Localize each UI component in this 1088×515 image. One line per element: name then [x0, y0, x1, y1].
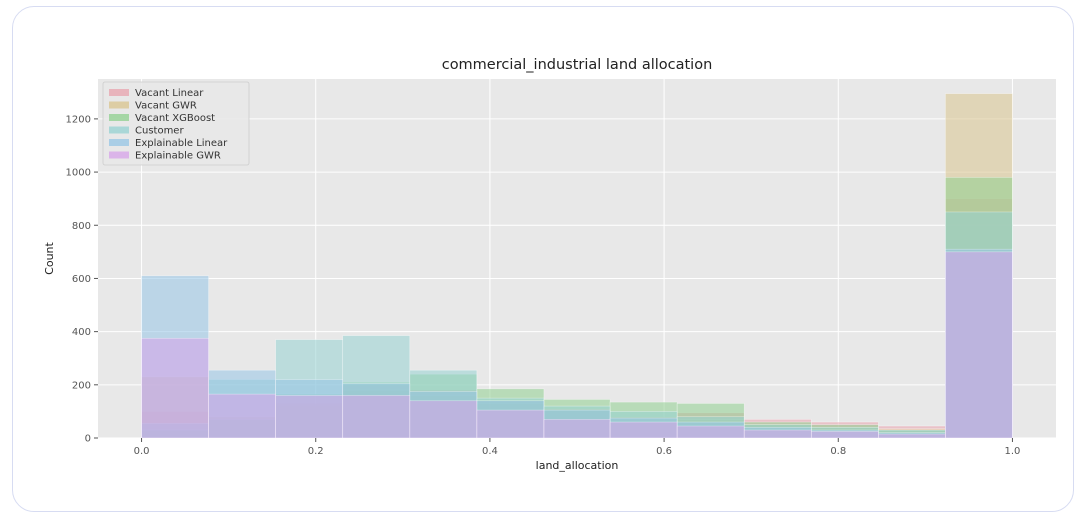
legend-label-explainable-gwr: Explainable GWR: [135, 151, 221, 162]
bar-explainable-gwr: [609, 421, 678, 439]
bar-explainable-gwr: [476, 409, 545, 439]
legend-swatch-explainable-gwr: [109, 151, 129, 159]
bar-explainable-gwr: [945, 251, 1013, 439]
chart-title: commercial_industrial land allocation: [442, 57, 713, 73]
bar-explainable-gwr: [543, 419, 611, 439]
x-axis-label: land_allocation: [536, 459, 619, 472]
x-tick-label: 0.2: [308, 446, 324, 457]
x-tick-label: 0.8: [830, 446, 846, 457]
bar-explainable-gwr: [342, 395, 411, 439]
legend-label-vacant-linear: Vacant Linear: [135, 88, 204, 99]
y-tick-label: 200: [72, 380, 91, 391]
bars-group: [141, 93, 1013, 439]
legend-swatch-customer: [109, 126, 129, 134]
legend-label-customer: Customer: [135, 126, 184, 137]
bar-explainable-gwr: [208, 393, 276, 439]
legend-swatch-explainable-linear: [109, 139, 129, 146]
x-tick-label: 1.0: [1005, 446, 1021, 457]
y-tick-label: 600: [72, 274, 91, 285]
x-tick-label: 0.4: [482, 446, 498, 457]
bar-explainable-gwr: [676, 425, 745, 439]
y-axis-label: Count: [43, 241, 56, 274]
y-tick-label: 800: [72, 221, 91, 232]
bar-explainable-gwr: [141, 337, 209, 439]
bar-explainable-gwr: [810, 431, 879, 439]
legend-label-explainable-linear: Explainable Linear: [135, 138, 228, 149]
legend-swatch-vacant-xgboost: [109, 114, 129, 121]
legend-label-vacant-xgboost: Vacant XGBoost: [135, 113, 215, 124]
y-tick-label: 400: [72, 327, 91, 338]
bar-explainable-gwr: [743, 429, 812, 439]
y-tick-label: 0: [85, 434, 91, 445]
y-tick-label: 1000: [66, 168, 91, 179]
bar-explainable-gwr: [878, 433, 946, 439]
y-axis-ticks: 0 200 400 600 800 1000 1200: [66, 114, 98, 445]
x-tick-label: 0.0: [134, 446, 150, 457]
bar-explainable-gwr: [409, 400, 478, 439]
legend-label-vacant-gwr: Vacant GWR: [135, 101, 197, 112]
x-axis-ticks: 0.0 0.2 0.4 0.6 0.8 1.0: [134, 438, 1021, 457]
x-tick-label: 0.6: [656, 446, 672, 457]
legend-swatch-vacant-gwr: [109, 101, 129, 109]
y-tick-label: 1200: [66, 114, 91, 125]
legend-swatch-vacant-linear: [109, 89, 129, 96]
legend-box: [102, 81, 250, 166]
bar-explainable-gwr: [275, 395, 344, 439]
